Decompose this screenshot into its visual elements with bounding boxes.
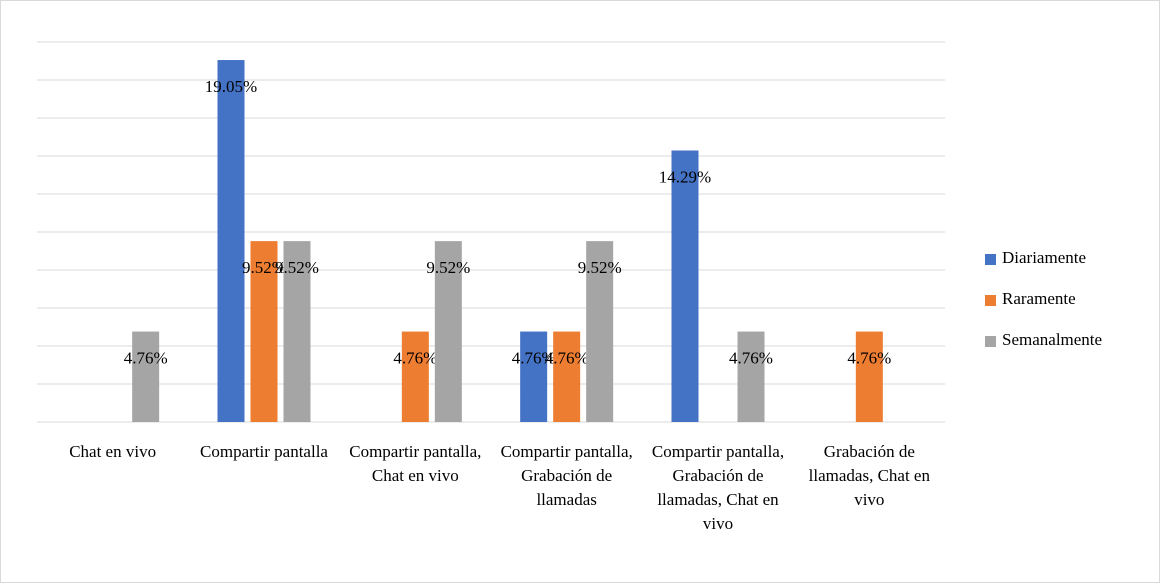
bar [434, 241, 462, 422]
x-tick-label: Chat en vivo [69, 442, 157, 461]
x-tick-label: Compartir pantalla, Chat en vivo [349, 442, 482, 485]
x-tick-label: Grabación de llamadas, Chat en vivo [808, 442, 930, 509]
legend-swatch [985, 336, 996, 347]
data-label: 4.76% [393, 348, 437, 367]
data-label: 9.52% [242, 258, 286, 277]
x-tick-label: Compartir pantalla [200, 442, 328, 461]
bar [520, 331, 548, 422]
bar [283, 241, 311, 422]
bar [553, 331, 581, 422]
legend-label: Semanalmente [1002, 330, 1102, 349]
data-label: 4.76% [729, 348, 773, 367]
bar [737, 331, 765, 422]
bar [132, 331, 160, 422]
bar [671, 150, 699, 423]
legend-swatch [985, 295, 996, 306]
x-tick-label: Compartir pantalla, Grabación de llamada… [651, 442, 785, 533]
bar [855, 331, 883, 422]
data-label: 9.52% [578, 258, 622, 277]
data-label: 14.29% [659, 167, 711, 186]
x-tick-label: Compartir pantalla, Grabación de llamada… [500, 442, 633, 509]
data-label: 4.76% [124, 348, 168, 367]
data-label: 4.76% [847, 348, 891, 367]
data-label: 9.52% [426, 258, 470, 277]
bar [586, 241, 614, 422]
legend-label: Raramente [1002, 289, 1076, 308]
bar [250, 241, 278, 422]
data-label: 4.76% [512, 348, 556, 367]
data-label: 4.76% [545, 348, 589, 367]
bar [401, 331, 429, 422]
data-label: 19.05% [205, 77, 257, 96]
bar [217, 60, 245, 423]
data-label: 9.52% [275, 258, 319, 277]
legend-swatch [985, 254, 996, 265]
legend-label: Diariamente [1002, 248, 1086, 267]
